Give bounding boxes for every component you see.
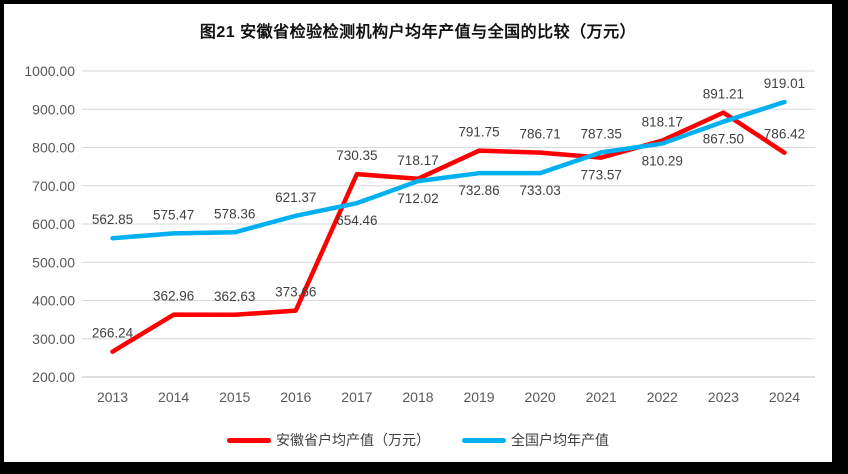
national-series-line-swatch xyxy=(462,437,506,443)
data-label: 575.47 xyxy=(153,207,194,222)
legend-item-national: 全国户均年产值 xyxy=(462,430,609,450)
x-tick-label: 2019 xyxy=(463,389,494,405)
x-tick-label: 2020 xyxy=(525,389,556,405)
data-label: 786.71 xyxy=(519,127,560,142)
data-label: 732.86 xyxy=(458,183,499,198)
y-tick-label: 600.00 xyxy=(32,216,75,232)
x-tick-label: 2016 xyxy=(280,389,311,405)
data-label: 733.03 xyxy=(519,183,560,198)
anhui-series-line xyxy=(110,110,787,354)
data-label: 773.57 xyxy=(581,168,622,183)
y-tick-label: 400.00 xyxy=(32,293,75,309)
data-label: 818.17 xyxy=(642,115,683,130)
data-label: 786.42 xyxy=(764,127,805,142)
x-tick-label: 2015 xyxy=(219,389,250,405)
data-label: 810.29 xyxy=(642,154,683,169)
data-label: 787.35 xyxy=(581,126,622,141)
x-tick-label: 2013 xyxy=(97,389,128,405)
data-label: 867.50 xyxy=(703,132,744,147)
data-label: 266.24 xyxy=(92,326,134,341)
data-label: 730.35 xyxy=(336,148,377,163)
legend-label-national: 全国户均年产值 xyxy=(511,432,609,448)
y-tick-label: 200.00 xyxy=(32,369,75,385)
y-tick-label: 800.00 xyxy=(32,140,75,156)
x-tick-label: 2023 xyxy=(708,389,739,405)
national-series-line xyxy=(110,99,787,241)
legend-label-anhui: 安徽省户均产值（万元） xyxy=(276,432,430,448)
y-tick-label: 300.00 xyxy=(32,331,75,347)
data-label: 791.75 xyxy=(458,125,499,140)
chart-title: 图21 安徽省检验检测机构户均年产值与全国的比较（万元） xyxy=(199,24,637,41)
x-tick-label: 2014 xyxy=(158,389,189,405)
x-tick-label: 2021 xyxy=(586,389,617,405)
x-tick-label: 2017 xyxy=(341,389,372,405)
data-label: 919.01 xyxy=(764,76,805,91)
x-tick-label: 2022 xyxy=(647,389,678,405)
data-label: 891.21 xyxy=(703,87,744,102)
y-tick-label: 500.00 xyxy=(32,254,75,270)
anhui-series-line-swatch xyxy=(227,437,271,443)
data-label: 712.02 xyxy=(397,191,438,206)
y-tick-label: 1000.00 xyxy=(24,63,75,79)
data-label: 654.46 xyxy=(336,213,377,228)
data-label: 362.96 xyxy=(153,289,194,304)
data-label: 621.37 xyxy=(275,190,316,205)
legend-item-anhui: 安徽省户均产值（万元） xyxy=(227,430,430,450)
data-label: 718.17 xyxy=(397,153,438,168)
chart-legend: 安徽省户均产值（万元） 全国户均年产值 xyxy=(4,430,832,450)
x-tick-label: 2018 xyxy=(402,389,433,405)
data-label: 373.66 xyxy=(275,285,316,300)
line-chart-plot-area: 200.00 300.00 400.00 500.00 600.00 700.00 800.… xyxy=(24,63,815,405)
y-tick-label: 700.00 xyxy=(32,178,75,194)
data-label: 362.63 xyxy=(214,289,255,304)
x-tick-label: 2024 xyxy=(769,389,800,405)
y-tick-label: 900.00 xyxy=(32,101,75,117)
data-label: 578.36 xyxy=(214,206,255,221)
data-label: 562.85 xyxy=(92,212,133,227)
